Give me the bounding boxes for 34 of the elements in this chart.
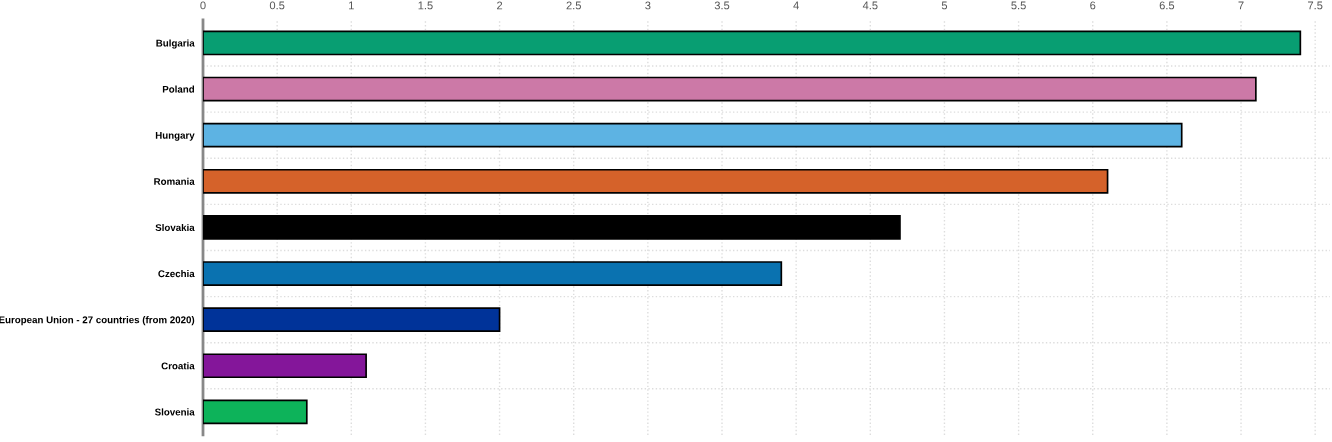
y-tick-label: Hungary — [155, 131, 195, 141]
x-tick-label: 4 — [793, 1, 799, 10]
y-tick-label: Czechia — [158, 270, 195, 278]
bar — [203, 261, 783, 286]
bar — [203, 399, 308, 425]
x-tick-label: 3.5 — [714, 1, 730, 10]
bar — [203, 30, 1302, 56]
x-tick-label: 2.5 — [566, 1, 581, 10]
y-tick-label: Poland — [162, 85, 195, 93]
bar — [203, 307, 501, 333]
bar — [203, 353, 367, 379]
bar — [203, 215, 901, 240]
y-tick-label: Croatia — [161, 362, 195, 370]
x-tick-label: 3 — [645, 1, 651, 10]
x-tick-label: 5.5 — [1011, 1, 1026, 10]
y-tick-label: Slovenia — [154, 408, 195, 416]
x-tick-label: 0 — [200, 1, 206, 10]
x-tick-label: 1.5 — [418, 1, 433, 10]
x-tick-label: 6 — [1090, 1, 1096, 10]
x-tick-label: 6.5 — [1159, 1, 1175, 10]
y-tick-label: Romania — [154, 177, 195, 185]
x-tick-label: 5 — [941, 1, 948, 10]
x-tick-label: 2 — [497, 1, 503, 10]
y-tick-label: European Union - 27 countries (from 2020) — [0, 316, 195, 326]
bar — [203, 122, 1183, 148]
x-tick-label: 0.5 — [269, 1, 285, 10]
bar — [203, 76, 1257, 102]
x-tick-label: 1 — [349, 1, 354, 10]
y-tick-label: Slovakia — [155, 223, 195, 232]
x-tick-label: 7 — [1238, 1, 1244, 10]
y-tick-label: Bulgaria — [156, 39, 195, 49]
bar — [203, 168, 1109, 194]
x-tick-label: 7.5 — [1308, 1, 1323, 10]
x-tick-label: 4.5 — [862, 1, 878, 10]
